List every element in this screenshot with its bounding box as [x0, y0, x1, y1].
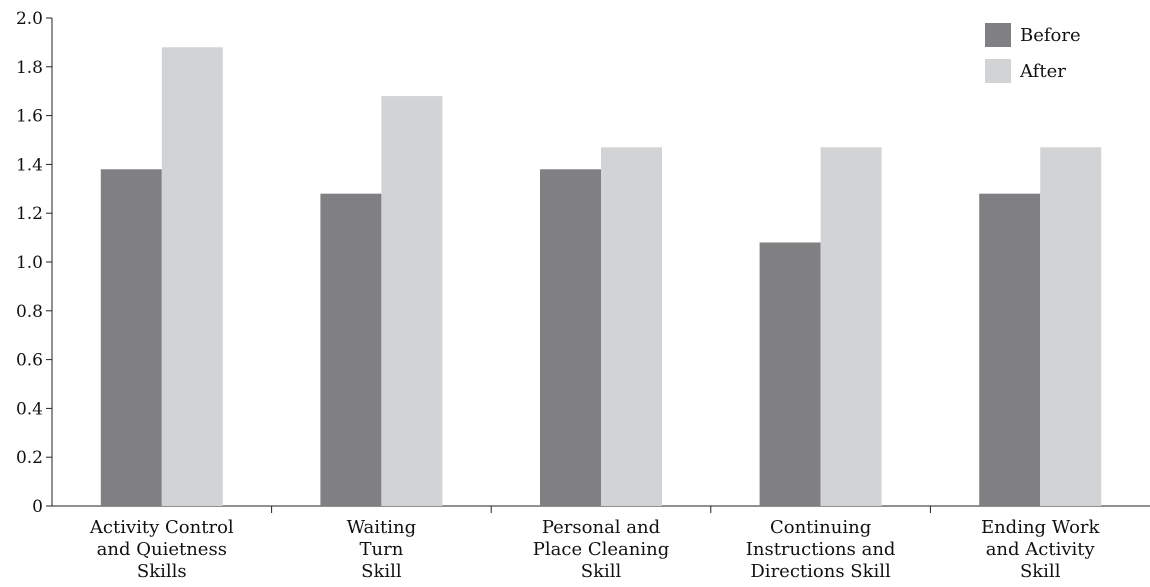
- bar-after-2: [381, 96, 443, 506]
- y-tick-label: 0: [32, 497, 43, 517]
- category-label-line: Place Cleaning: [533, 539, 669, 560]
- category-label-line: Skill: [581, 561, 622, 582]
- legend-label-before: Before: [1020, 25, 1081, 46]
- category-label: Continuing Instructions and Directions Ski…: [746, 517, 896, 582]
- category-label-line: Personal and: [542, 517, 660, 538]
- bar-before-3: [540, 169, 601, 506]
- category-label: Personal and Place Cleaning Skill: [533, 517, 669, 582]
- category-label: Waiting Turn Skill: [347, 517, 417, 582]
- category-label-line: Skill: [1020, 561, 1061, 582]
- y-tick-label: 1.6: [16, 107, 43, 127]
- bar-after-5: [1040, 147, 1102, 506]
- category-label-line: Ending Work: [981, 517, 1101, 538]
- bar-before-4: [759, 242, 821, 507]
- bar-before-2: [320, 193, 382, 506]
- category-label-line: Waiting: [347, 517, 417, 538]
- category-labels: Activity Control and Quietness Skills Waiti…: [89, 517, 1101, 582]
- y-tick-label: 2.0: [16, 9, 43, 29]
- category-label-line: Turn: [360, 539, 404, 560]
- axes: 0 0.2 0.4 0.6 0.8 1.0 1.2 1.4 1.6 1.8 2.0: [16, 9, 1150, 517]
- legend: Before After: [985, 23, 1081, 83]
- y-tick-label: 1.4: [16, 155, 43, 175]
- category-label-line: and Activity: [986, 539, 1096, 560]
- bar-after-3: [601, 147, 662, 506]
- bar-before-5: [979, 193, 1041, 506]
- legend-label-after: After: [1019, 61, 1066, 82]
- category-label: Activity Control and Quietness Skills: [89, 517, 234, 582]
- bar-after-1: [161, 47, 223, 506]
- y-tick-label: 0.2: [16, 448, 43, 468]
- legend-swatch-before: [985, 23, 1011, 47]
- category-label-line: and Quietness: [97, 539, 227, 560]
- bars: [100, 47, 1102, 507]
- category-label-line: Skill: [361, 561, 402, 582]
- y-tick-label: 1.2: [16, 204, 43, 224]
- bar-after-4: [820, 147, 882, 506]
- bar-before-1: [100, 169, 162, 506]
- category-label: Ending Work and Activity Skill: [981, 517, 1101, 582]
- category-label-line: Directions Skill: [750, 561, 891, 582]
- y-tick-label: 0.6: [16, 351, 43, 371]
- category-label-line: Activity Control: [89, 517, 234, 538]
- y-tick-label: 1.8: [16, 58, 43, 78]
- legend-swatch-after: [985, 59, 1011, 83]
- y-tick-label: 0.4: [16, 399, 43, 419]
- category-label-line: Skills: [137, 561, 187, 582]
- y-tick-label: 1.0: [16, 253, 43, 273]
- category-label-line: Instructions and: [746, 539, 896, 560]
- category-label-line: Continuing: [770, 517, 871, 538]
- y-tick-label: 0.8: [16, 302, 43, 322]
